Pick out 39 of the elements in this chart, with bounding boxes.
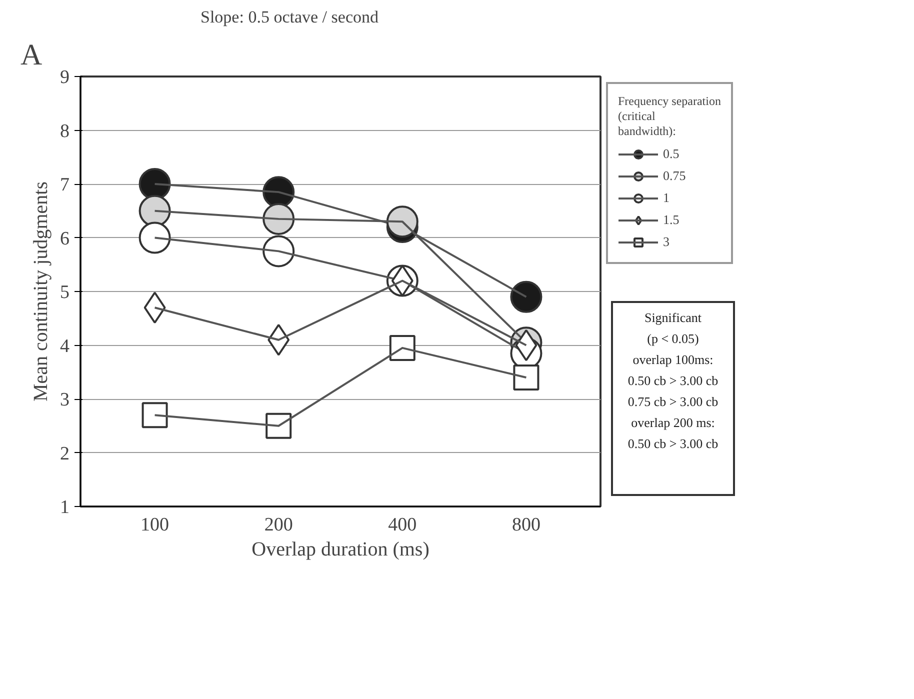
y-tick-label: 5 (60, 282, 70, 303)
point (262, 235, 295, 268)
point (138, 222, 171, 254)
text: (p < 0.05) (647, 331, 699, 346)
y-tick-label: 3 (60, 390, 70, 410)
text: A (20, 38, 42, 72)
legend-label: 0.5 (663, 146, 680, 162)
y-axis-title: Mean continuity judgments (30, 181, 52, 402)
text: 0.50 cb > 3.00 cb (628, 373, 718, 388)
x-tick-label: 800 (512, 514, 540, 536)
y-tick-label: 4 (60, 336, 70, 357)
point (510, 280, 542, 313)
point (513, 364, 540, 390)
point (142, 402, 168, 428)
legend-label: 1 (663, 190, 670, 206)
text: 0.50 cb > 3.00 cb (628, 436, 718, 451)
point (389, 334, 416, 361)
y-tick-label: 7 (60, 174, 70, 196)
text: Significant (644, 310, 702, 325)
legend-label: 3 (663, 234, 670, 250)
text: overlap 100ms: (632, 352, 714, 367)
y-tick-label: 1 (60, 497, 70, 518)
y-tick-label: 8 (60, 120, 70, 142)
x-tick-label: 100 (140, 514, 170, 536)
chart-title: Slope: 0.5 octave / second (200, 8, 379, 26)
x-tick-label: 200 (264, 514, 293, 536)
y-tick-label: 6 (60, 228, 70, 250)
y-tick-label: 9 (60, 67, 70, 88)
text: overlap 200 ms: (631, 415, 715, 430)
y-tick-label: 2 (60, 443, 70, 464)
point (386, 206, 418, 238)
x-axis-title: Overlap duration (ms) (252, 538, 430, 560)
legend-label: 1.5 (663, 212, 680, 228)
x-tick-label: 400 (388, 514, 417, 536)
point (266, 412, 292, 439)
legend-title: Frequency separation (critical bandwidth): (618, 94, 721, 139)
legend-label: 0.75 (663, 168, 686, 184)
point (262, 202, 295, 235)
text: 0.75 cb > 3.00 cb (628, 394, 718, 409)
